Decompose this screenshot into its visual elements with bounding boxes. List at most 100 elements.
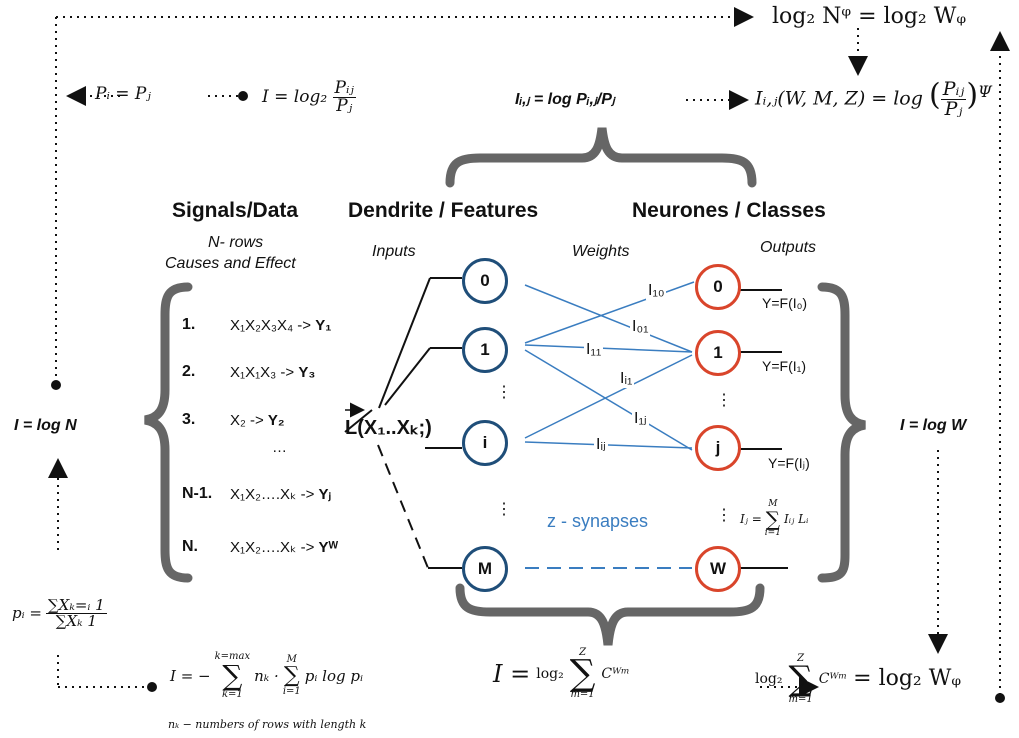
row-cause: X₁X₂….Xₖ -> bbox=[230, 486, 315, 503]
bottom-log: log₂ bbox=[536, 666, 564, 683]
row-cause: X₁X₂….Xₖ -> bbox=[230, 539, 315, 556]
input-node: i bbox=[462, 420, 508, 466]
pi-num: ∑Xₖ=ᵢ 1 bbox=[45, 596, 107, 614]
row-cause: X₂ -> bbox=[230, 412, 264, 429]
row-effect: Y₁ bbox=[315, 317, 332, 334]
bottom-right-equation: log₂ Z ∑ m=1 Cᵂᵐ = log₂ Wᵩ bbox=[755, 653, 962, 705]
row-effect: Y₃ bbox=[298, 364, 316, 381]
weight-label: I₀₁ bbox=[630, 318, 651, 336]
output-function: Y=F(I₁) bbox=[762, 358, 807, 374]
inputs-label: Inputs bbox=[372, 243, 416, 260]
row-text: X₁X₂….Xₖ -> Yⱼ bbox=[230, 487, 331, 502]
frac-den: Pⱼ bbox=[336, 96, 353, 116]
row-cause: X₁X₂X₃X₄ -> bbox=[230, 317, 312, 334]
input-node: 0 bbox=[462, 258, 508, 304]
ij-sum-upper: M bbox=[768, 499, 778, 509]
pi-equals-pj: Pᵢ = Pⱼ bbox=[95, 84, 151, 104]
input-vdots: ⋮ bbox=[496, 501, 512, 518]
right-information-label: I = log W bbox=[900, 417, 967, 434]
dendrite-header: Dendrite / Features bbox=[348, 199, 539, 222]
neurones-header: Neurones / Classes bbox=[632, 199, 826, 222]
row-text: X₂ -> Y₂ bbox=[230, 413, 285, 428]
entropy-lhs: I = − bbox=[170, 666, 211, 685]
psi-superscript: Ψ bbox=[978, 82, 992, 102]
bottom-equation: I = log₂ Z ∑ m=1 Cᵂᵐ bbox=[493, 647, 630, 701]
bottom-body: Cᵂᵐ bbox=[818, 671, 848, 688]
row-effect: Yⱼ bbox=[318, 486, 332, 503]
entropy-sum2-upper: M bbox=[286, 654, 297, 665]
signals-subtitle-rows: N- rows bbox=[208, 234, 264, 251]
output-vdots: ⋮ bbox=[716, 507, 732, 524]
info-prefix: I = log₂ bbox=[262, 87, 328, 107]
row-text: X₁X₂….Xₖ -> Yᵂ bbox=[230, 540, 338, 555]
input-node: M bbox=[462, 546, 508, 592]
info-prefix: Iᵢ,ⱼ(W, M, Z) = log bbox=[755, 87, 923, 110]
weight-edges bbox=[524, 281, 695, 451]
row-effect: Y₂ bbox=[267, 412, 285, 429]
entropy-body: pᵢ log pᵢ bbox=[304, 666, 363, 685]
entropy-sum-lower: k=1 bbox=[221, 689, 243, 700]
ij-sum-lhs: Iⱼ = bbox=[740, 512, 762, 526]
entropy-note: nₖ − numbers of rows with length k bbox=[168, 718, 367, 731]
output-node: j bbox=[695, 425, 741, 471]
output-lines bbox=[740, 289, 788, 569]
bottom-body: Cᵂᵐ bbox=[601, 666, 630, 683]
bottom-sum-lower: m=1 bbox=[788, 693, 813, 705]
entropy-mid: nₖ · bbox=[254, 666, 279, 685]
entropy-sum2-lower: i=1 bbox=[282, 686, 301, 697]
input-node: 1 bbox=[462, 327, 508, 373]
outputs-label: Outputs bbox=[760, 239, 817, 256]
output-node: 0 bbox=[695, 264, 741, 310]
entropy-sum-upper: k=max bbox=[214, 651, 251, 662]
row-text: X₁X₁X₃ -> Y₃ bbox=[230, 365, 315, 380]
row-number: 3. bbox=[182, 411, 196, 428]
row-number: 1. bbox=[182, 316, 196, 333]
weight-label: I₁₁ bbox=[584, 341, 604, 359]
l-function-label: L(X₁..Xₖ;) bbox=[345, 417, 432, 439]
bottom-log: log₂ bbox=[755, 671, 783, 688]
frac-num: Pᵢⱼ bbox=[332, 78, 356, 98]
entropy-formula: I = − k=max ∑ k=1 nₖ · M ∑ i=1 pᵢ log pᵢ bbox=[170, 651, 363, 700]
row-number: 2. bbox=[182, 363, 196, 380]
top-left-info-equation: I = log₂ Pᵢⱼ Pⱼ bbox=[262, 80, 356, 115]
top-center-info-equation: Iᵢ,ⱼ(W, M, Z) = log (Pᵢⱼ Pⱼ)Ψ bbox=[755, 77, 992, 120]
frac-den: Pⱼ bbox=[944, 98, 963, 120]
input-vdots: ⋮ bbox=[496, 384, 512, 401]
weight-label: I₁ⱼ bbox=[632, 408, 649, 428]
output-function: Y=F(Iⱼ) bbox=[768, 455, 810, 471]
bottom-sum-upper: Z bbox=[579, 647, 587, 658]
signals-header: Signals/Data bbox=[172, 199, 299, 222]
top-right-equation: log₂ Nᵠ = log₂ Wᵩ bbox=[772, 4, 967, 29]
frac-num: Pᵢⱼ bbox=[940, 78, 967, 100]
row-cause: X₁X₁X₃ -> bbox=[230, 364, 295, 381]
row-text: X₁X₂X₃X₄ -> Y₁ bbox=[230, 318, 331, 333]
left-information-label: I = log N bbox=[14, 417, 77, 434]
output-node: 1 bbox=[695, 330, 741, 376]
bottom-lhs: I = bbox=[493, 660, 531, 689]
weight-label: Iᵢⱼ bbox=[594, 434, 608, 454]
pi-den: ∑Xₖ 1 bbox=[55, 612, 97, 630]
rows-ellipsis: … bbox=[272, 439, 287, 456]
output-node: W bbox=[695, 546, 741, 592]
weights-label: Weights bbox=[572, 243, 630, 260]
ij-sum-formula: Iⱼ = M ∑ i=1 Iᵢⱼ Lᵢ bbox=[740, 499, 809, 538]
top-center-bold-equation: Iᵢ,ⱼ = log Pᵢ,ⱼ/Pⱼ bbox=[515, 91, 615, 108]
pi-formula: pᵢ = ∑Xₖ=ᵢ 1 ∑Xₖ 1 bbox=[12, 598, 107, 629]
pi-lhs: pᵢ = bbox=[12, 604, 42, 622]
bottom-rhs: = log₂ Wᵩ bbox=[853, 666, 962, 692]
row-number: N. bbox=[182, 538, 198, 555]
row-number: N-1. bbox=[182, 485, 213, 502]
ij-sum-lower: i=1 bbox=[764, 528, 781, 538]
weight-label: I₁₀ bbox=[646, 282, 667, 300]
dotted-arrows bbox=[48, 7, 1010, 697]
row-effect: Yᵂ bbox=[318, 539, 339, 556]
output-vdots: ⋮ bbox=[716, 392, 732, 409]
bottom-sum-lower: m=1 bbox=[570, 689, 595, 701]
weight-label: Iᵢ₁ bbox=[618, 370, 635, 388]
ij-sum-body: Iᵢⱼ Lᵢ bbox=[783, 512, 809, 526]
signals-subtitle-causes: Causes and Effect bbox=[165, 255, 296, 272]
bottom-sum-upper: Z bbox=[797, 653, 805, 664]
output-function: Y=F(I₀) bbox=[762, 295, 808, 311]
